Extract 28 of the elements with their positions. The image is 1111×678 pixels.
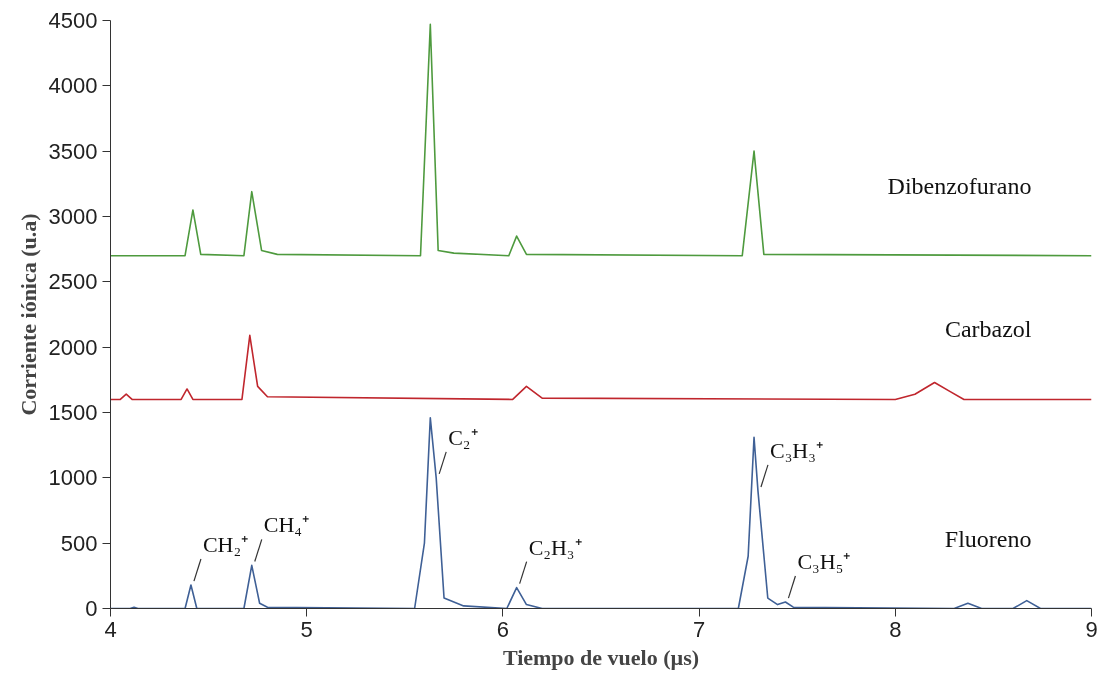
annotation: CH₂⁺ [202,531,249,557]
y-axis-title: Corriente iónica (u.a) [15,213,41,416]
x-tick-label: 8 [889,616,902,642]
y-tick-label: 4000 [48,73,98,99]
y-tick-label: 3000 [48,204,98,229]
annotation: C₂H₃⁺ [528,534,582,560]
y-tick-label: 2500 [48,269,98,295]
annotation: CH₄⁺ [263,512,309,538]
y-tick-label: 3500 [48,138,98,164]
annotation: C₂⁺ [448,424,478,450]
x-tick-label: 5 [300,616,313,642]
y-tick-label: 1000 [48,465,98,491]
text: Dibenzofurano [887,172,1032,199]
y-tick-label: 0 [85,596,98,621]
series-label: Carbazol [944,316,1032,343]
y-tick-label: 1500 [48,400,98,425]
x-tick-label: 6 [496,616,510,642]
annotation: C₃H₃⁺ [769,437,823,463]
y-tick-label: 2000 [48,334,98,360]
x-tick-label: 7 [692,616,706,642]
annotation: C₃H₅⁺ [797,548,851,574]
x-axis-title: Tiempo de vuelo (µs) [502,644,700,670]
text: Fluoreno [944,525,1032,552]
line-series [110,23,1092,257]
x-tick-label: 9 [1085,616,1098,642]
y-tick-label: 4500 [48,8,98,33]
x-tick-label: 4 [104,616,117,642]
y-tick-label: 500 [60,530,98,556]
